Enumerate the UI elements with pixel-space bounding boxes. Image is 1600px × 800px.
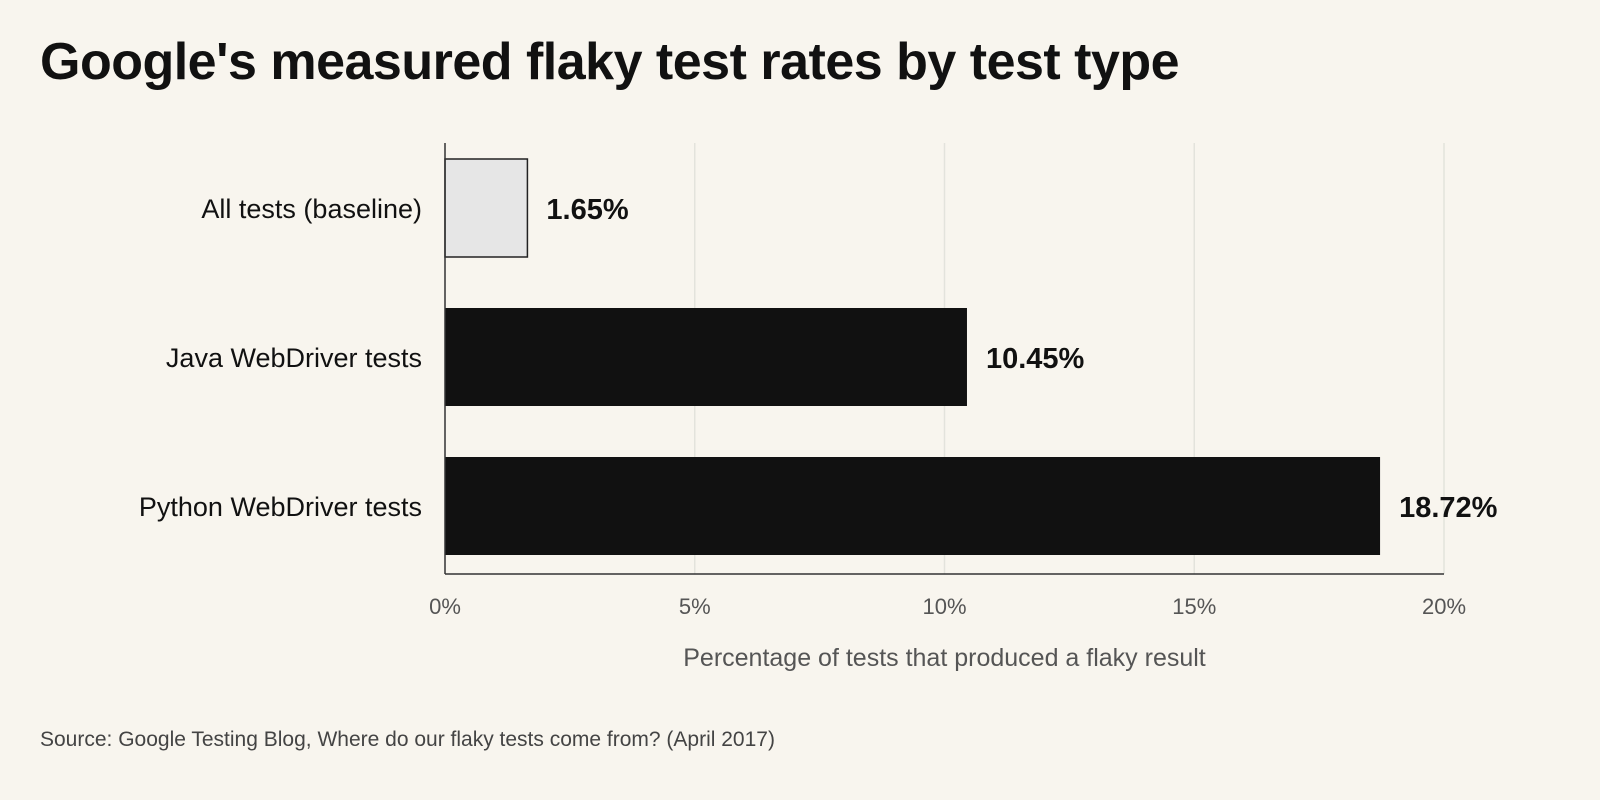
x-tick-label: 20% [1422,594,1466,619]
category-label: Java WebDriver tests [166,343,422,373]
x-tick-label: 15% [1172,594,1216,619]
x-tick-label: 5% [679,594,711,619]
chart-source: Source: Google Testing Blog, Where do ou… [40,728,775,751]
x-tick-label: 0% [429,594,461,619]
x-axis-title: Percentage of tests that produced a flak… [683,644,1206,672]
bar-value-label: 1.65% [546,194,628,226]
chart-title: Google's measured flaky test rates by te… [40,33,1180,91]
bar-value-label: 10.45% [986,343,1085,375]
bar-value-label: 18.72% [1399,492,1498,524]
x-tick-label: 10% [922,594,966,619]
bar [445,457,1381,555]
bar [445,308,967,406]
category-label: Python WebDriver tests [139,492,422,522]
bar [444,158,529,258]
category-label: All tests (baseline) [201,194,422,224]
